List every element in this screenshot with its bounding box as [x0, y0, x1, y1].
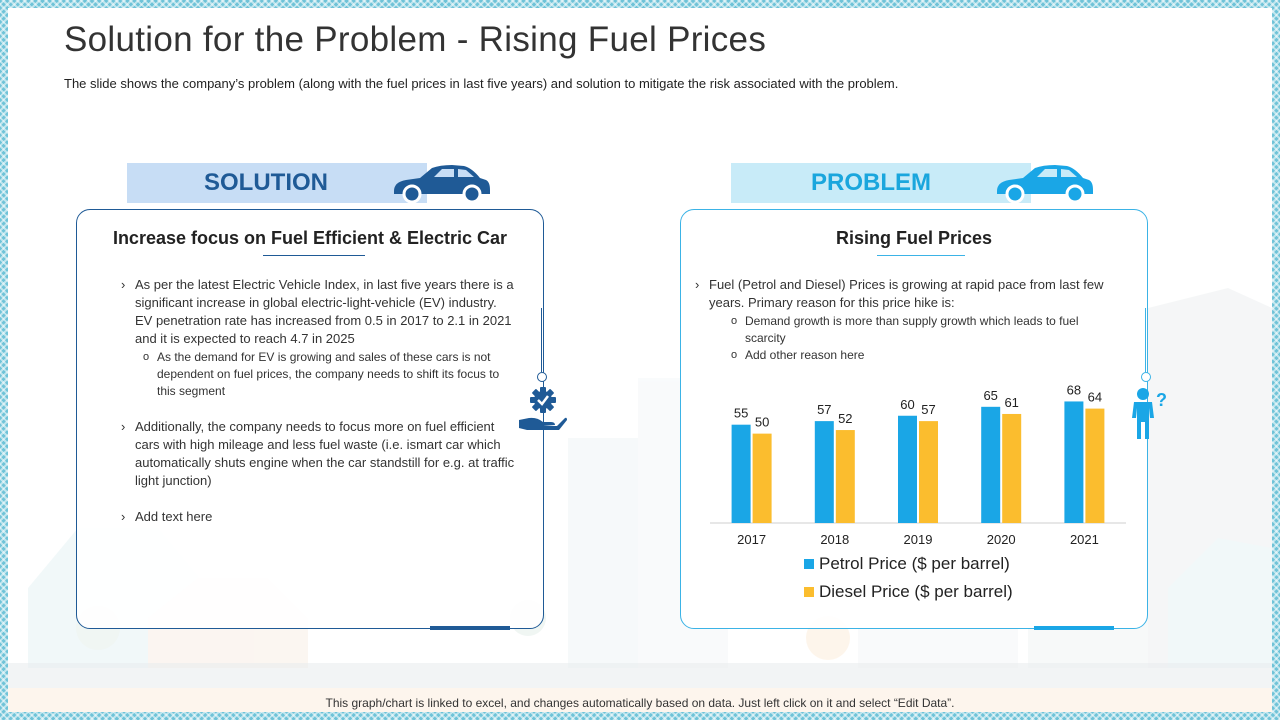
data-label-diesel-2020: 61	[1004, 395, 1018, 410]
problem-card-title: Rising Fuel Prices	[835, 228, 993, 248]
x-tick-label-2021: 2021	[1070, 532, 1099, 547]
footer-note: This graph/chart is linked to excel, and…	[325, 696, 955, 710]
car-icon	[997, 165, 1093, 204]
bar-petrol-2019	[898, 415, 917, 523]
data-label-petrol-2021: 68	[1067, 382, 1081, 397]
fuel-price-bar-chart: 55 50 2017 57 52 2018 60 57 2019 65 61 2020 68 64 2021	[710, 382, 1126, 547]
list-item: As per the latest Electric Vehicle Index…	[121, 276, 517, 400]
legend-swatch-petrol	[804, 559, 814, 569]
list-item: Demand growth is more than supply growth…	[731, 313, 1119, 347]
person-question-icon: ?	[1132, 388, 1167, 439]
bar-petrol-2020	[981, 406, 1001, 523]
bar-petrol-2018	[814, 421, 834, 523]
connector-line	[541, 308, 542, 372]
data-label-petrol-2019: 60	[900, 397, 914, 412]
solution-tab-label: SOLUTION	[204, 169, 328, 196]
title-underline	[263, 255, 365, 256]
list-item: Fuel (Petrol and Diesel) Prices is growi…	[695, 276, 1119, 364]
solution-card: Increase focus on Fuel Efficient & Elect…	[76, 209, 544, 630]
svg-text:?: ?	[1156, 390, 1167, 410]
solution-bullet-list: As per the latest Electric Vehicle Index…	[121, 276, 517, 526]
sub-list: As the demand for EV is growing and sale…	[143, 349, 517, 400]
list-item: As the demand for EV is growing and sale…	[143, 349, 517, 400]
page-title: Solution for the Problem - Rising Fuel P…	[64, 20, 767, 59]
bar-diesel-2020	[1002, 413, 1022, 523]
chart-legend: Petrol Price ($ per barrel) Diesel Price…	[804, 550, 1013, 606]
connector-dot	[537, 372, 547, 382]
x-tick-label-2020: 2020	[987, 532, 1016, 547]
legend-item-diesel: Diesel Price ($ per barrel)	[804, 578, 1013, 606]
legend-swatch-diesel	[804, 587, 814, 597]
x-tick-label-2017: 2017	[737, 532, 766, 547]
gear-hand-icon	[519, 387, 567, 430]
bar-diesel-2021	[1085, 408, 1105, 523]
bar-diesel-2019	[919, 421, 938, 523]
data-label-petrol-2017: 55	[734, 406, 748, 421]
legend-item-petrol: Petrol Price ($ per barrel)	[804, 550, 1013, 578]
data-label-diesel-2019: 57	[921, 402, 935, 417]
page-subtitle: The slide shows the company’s problem (a…	[64, 76, 899, 91]
bar-diesel-2018	[835, 430, 855, 523]
solution-tab: SOLUTION	[127, 163, 427, 203]
car-icon	[394, 165, 490, 204]
title-underline	[877, 255, 965, 256]
legend-label-petrol: Petrol Price ($ per barrel)	[819, 554, 1010, 573]
card-accent-bar	[1034, 626, 1114, 630]
sub-list: Demand growth is more than supply growth…	[731, 313, 1119, 364]
bar-diesel-2017	[752, 433, 772, 523]
list-item: Additionally, the company needs to focus…	[121, 418, 517, 490]
slide: Solution for the Problem - Rising Fuel P…	[8, 8, 1272, 712]
solution-bullet-3: Add text here	[135, 509, 213, 524]
solution-card-title: Increase focus on Fuel Efficient & Elect…	[112, 228, 508, 248]
bar-petrol-2017	[731, 424, 751, 523]
solution-bullet-2: Additionally, the company needs to focus…	[135, 419, 515, 488]
list-item: Add text here	[121, 508, 517, 526]
data-label-petrol-2020: 65	[983, 388, 997, 403]
data-label-diesel-2018: 52	[838, 411, 852, 426]
problem-tab-label: PROBLEM	[811, 169, 931, 196]
data-label-diesel-2017: 50	[755, 415, 769, 430]
connector-line	[1145, 308, 1146, 372]
bar-petrol-2021	[1064, 401, 1084, 523]
problem-bullet-1: Fuel (Petrol and Diesel) Prices is growi…	[709, 277, 1104, 310]
solution-bullet-1: As per the latest Electric Vehicle Index…	[135, 277, 514, 346]
data-label-diesel-2021: 64	[1088, 390, 1102, 405]
legend-label-diesel: Diesel Price ($ per barrel)	[819, 582, 1013, 601]
x-tick-label-2019: 2019	[904, 532, 933, 547]
card-accent-bar	[430, 626, 510, 630]
connector-dot	[1141, 372, 1151, 382]
list-item: Add other reason here	[731, 347, 1119, 364]
problem-tab: PROBLEM	[731, 163, 1031, 203]
problem-bullet-list: Fuel (Petrol and Diesel) Prices is growi…	[695, 276, 1119, 364]
data-label-petrol-2018: 57	[817, 402, 831, 417]
x-tick-label-2018: 2018	[820, 532, 849, 547]
